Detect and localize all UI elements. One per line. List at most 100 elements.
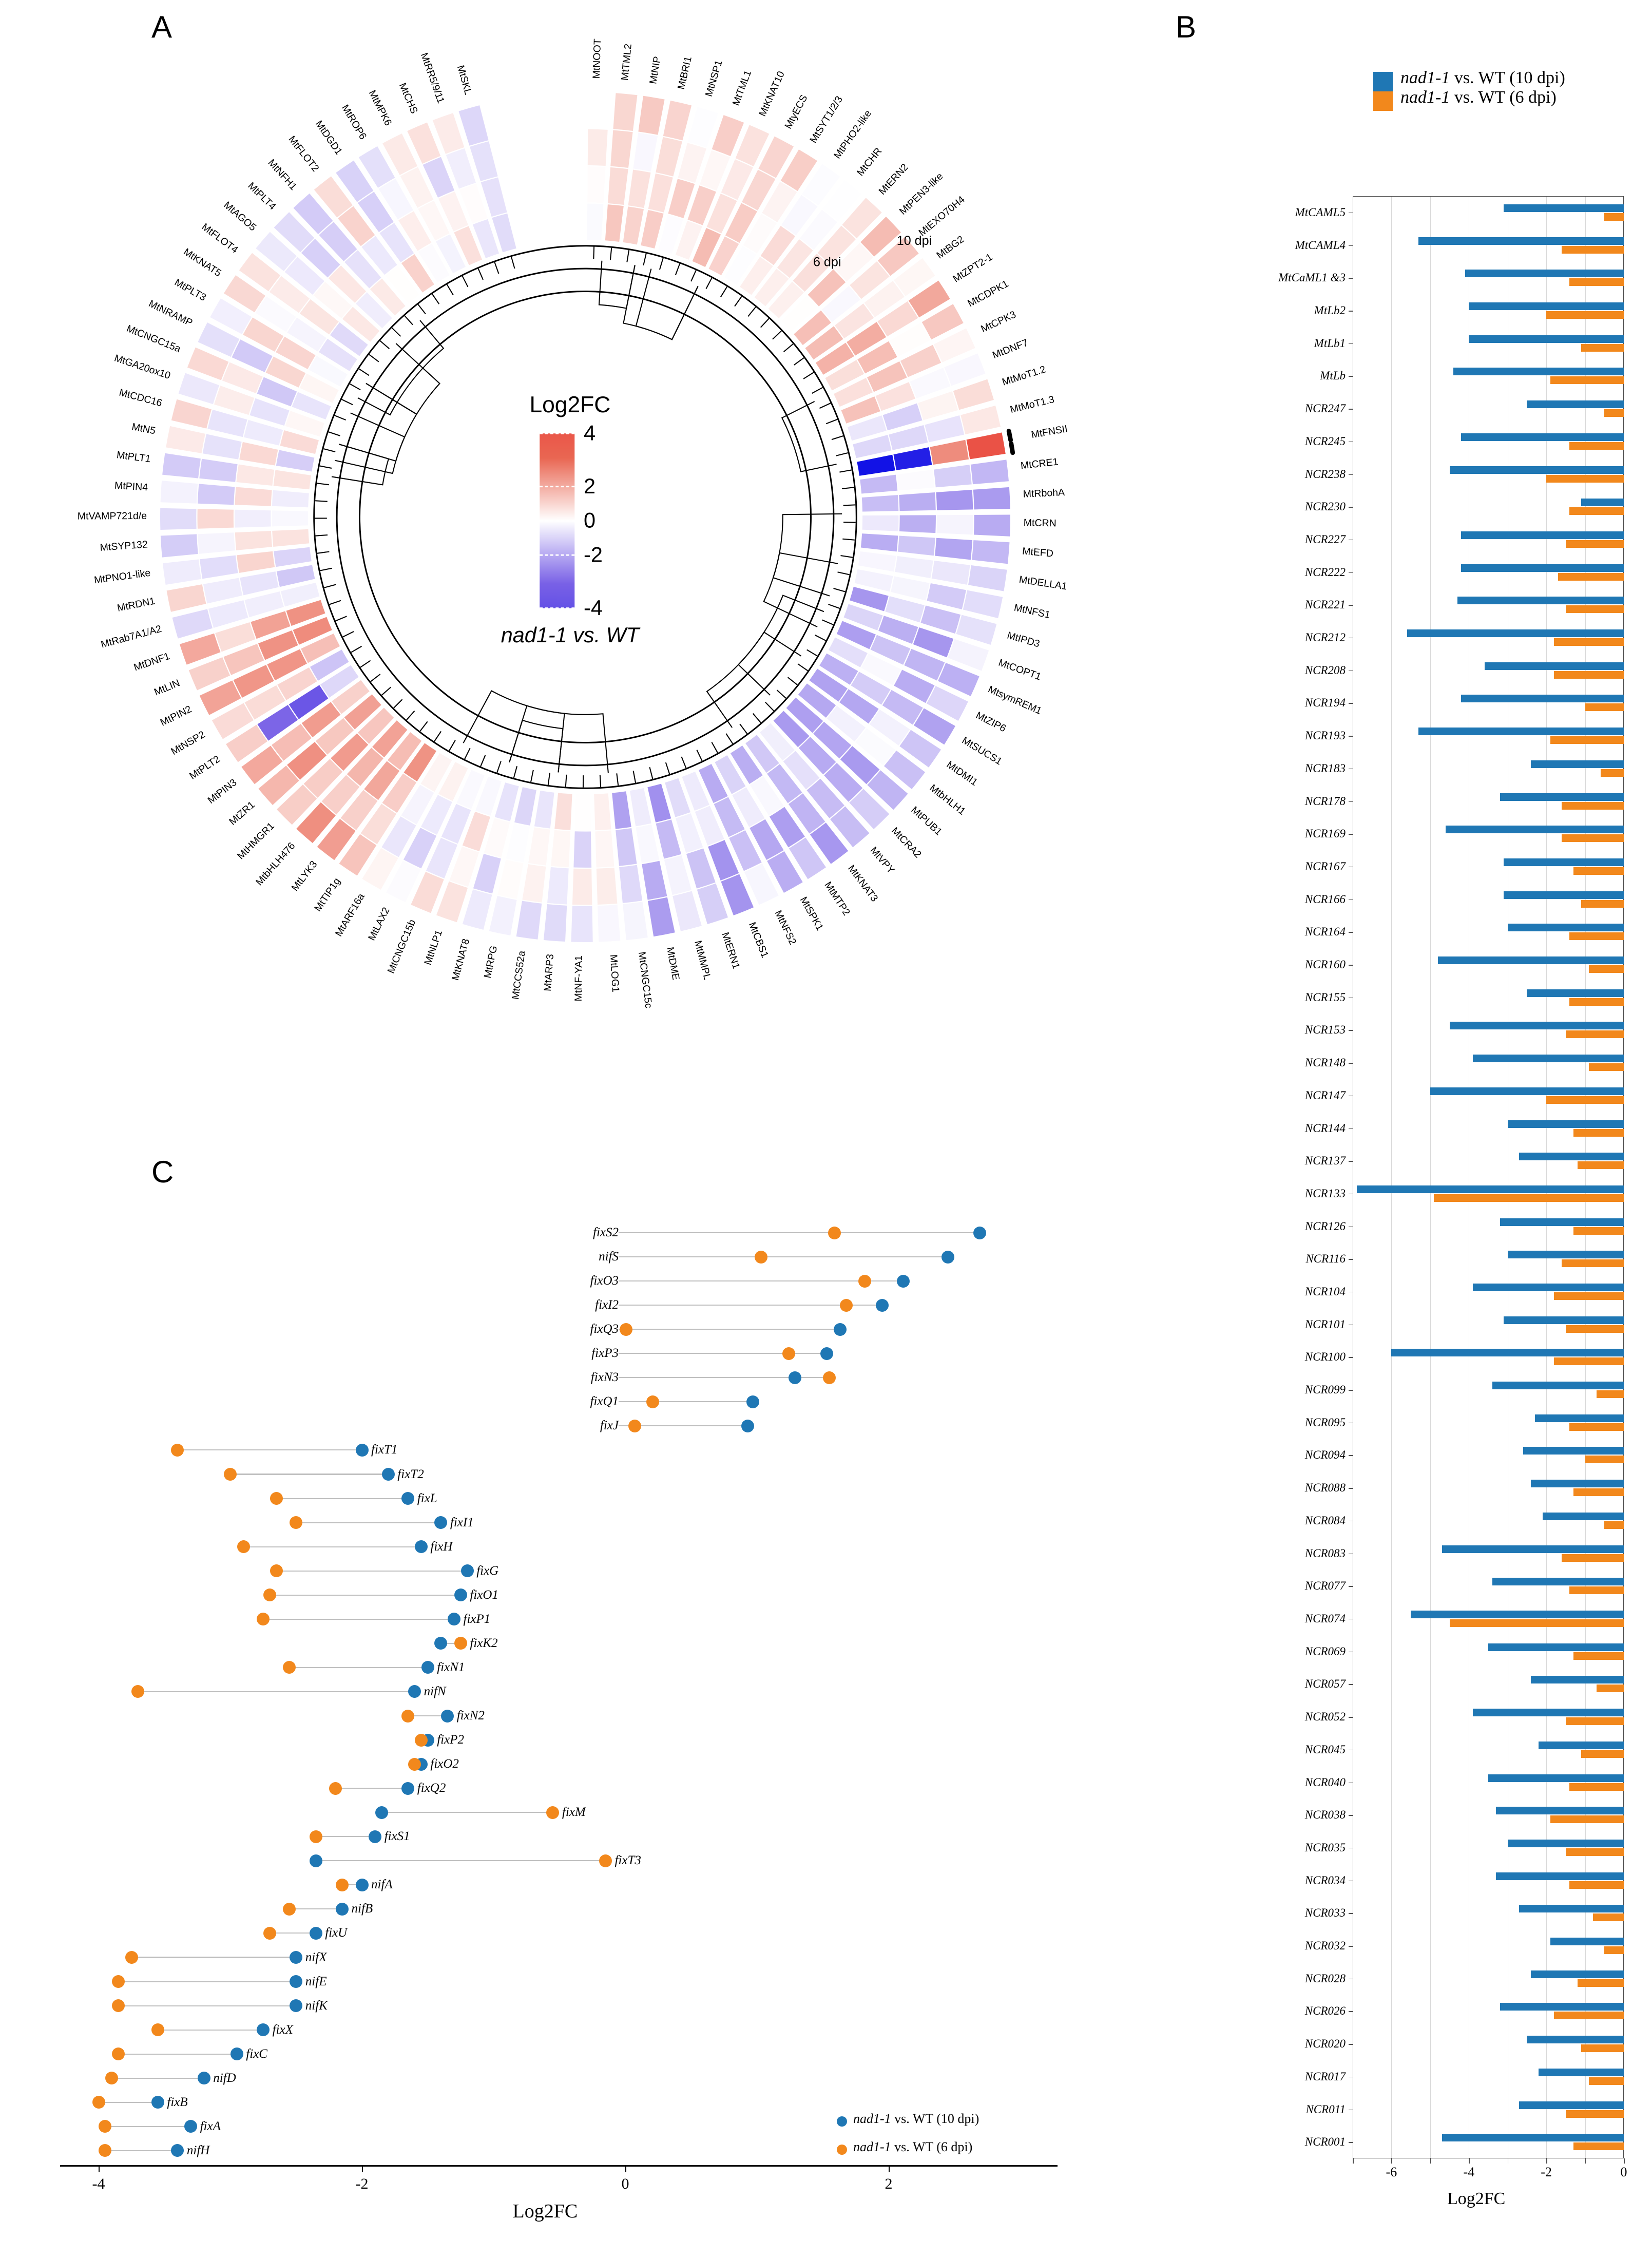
svg-text:MtARF16a: MtARF16a (333, 891, 367, 939)
svg-text:MtRbohA: MtRbohA (1023, 487, 1065, 500)
svg-text:MtMoT1.2: MtMoT1.2 (1001, 363, 1047, 388)
svg-text:-4: -4 (584, 596, 603, 620)
svg-text:MtMoT1.3: MtMoT1.3 (1009, 394, 1055, 415)
svg-text:MtPLT2: MtPLT2 (187, 753, 222, 781)
svg-text:MtEXO70H4: MtEXO70H4 (916, 194, 967, 239)
svg-text:MtRR5/9/11: MtRR5/9/11 (418, 51, 447, 105)
svg-text:MtZR1: MtZR1 (227, 799, 257, 828)
svg-text:MtNLP1: MtNLP1 (422, 929, 445, 967)
svg-text:nad1-1 vs. WT: nad1-1 vs. WT (501, 623, 641, 647)
svg-text:MtKNAT8: MtKNAT8 (450, 937, 472, 982)
svg-text:Log2FC: Log2FC (529, 392, 610, 417)
svg-text:MtRab7A1/A2: MtRab7A1/A2 (100, 623, 163, 650)
svg-text:MtNF-YA1: MtNF-YA1 (573, 955, 585, 1002)
svg-text:MtDNF1: MtDNF1 (132, 650, 171, 673)
svg-text:MtKNAT5: MtKNAT5 (181, 246, 223, 279)
svg-text:MtCNGC15a: MtCNGC15a (125, 323, 182, 355)
svg-text:MtSPK1: MtSPK1 (798, 895, 825, 932)
svg-text:MtLAX2: MtLAX2 (366, 906, 392, 943)
svg-text:MtRPG: MtRPG (482, 945, 500, 979)
svg-text:MtNOOT: MtNOOT (591, 39, 604, 79)
svg-text:MtNFH1: MtNFH1 (266, 157, 299, 193)
svg-text:MtPLT3: MtPLT3 (172, 277, 208, 303)
svg-text:MtAGO5: MtAGO5 (221, 199, 258, 233)
svg-text:MtCNGC15b: MtCNGC15b (386, 918, 418, 975)
svg-text:MtEFD: MtEFD (1022, 546, 1053, 560)
svg-text:MtPIN4: MtPIN4 (114, 480, 148, 493)
svg-text:MtMTP2: MtMTP2 (822, 879, 852, 917)
svg-text:MtsymREM1: MtsymREM1 (986, 684, 1043, 717)
svg-text:MtCOPT1: MtCOPT1 (997, 657, 1043, 683)
svg-text:MtFNSII: MtFNSII (1030, 423, 1068, 441)
svg-text:2: 2 (584, 474, 596, 498)
svg-text:MtLIN: MtLIN (152, 677, 182, 698)
svg-text:MtZPT2-1: MtZPT2-1 (951, 252, 994, 285)
svg-text:MtDGD1: MtDGD1 (313, 119, 344, 157)
svg-text:MtNRAMP: MtNRAMP (147, 298, 195, 329)
svg-text:MtCRE1: MtCRE1 (1020, 456, 1059, 471)
svg-text:MtCNGC15c: MtCNGC15c (636, 951, 654, 1009)
svg-text:MtERN2: MtERN2 (877, 162, 911, 197)
svg-text:4: 4 (584, 421, 596, 445)
svg-text:MtSYT1/2/3: MtSYT1/2/3 (808, 94, 845, 145)
svg-text:MtNSP2: MtNSP2 (169, 729, 207, 757)
svg-text:6 dpi: 6 dpi (813, 255, 841, 270)
svg-text:MtPUB1: MtPUB1 (909, 805, 944, 838)
svg-text:MtPHO2-like: MtPHO2-like (832, 108, 874, 161)
svg-text:MtLYK3: MtLYK3 (290, 859, 320, 893)
svg-text:MtTML2: MtTML2 (619, 43, 634, 81)
svg-text:MtPEN3-like: MtPEN3-like (897, 170, 946, 217)
svg-text:MtIPD3: MtIPD3 (1006, 629, 1041, 649)
svg-text:MtFLOT2: MtFLOT2 (286, 134, 321, 174)
svg-text:MtMPK6: MtMPK6 (367, 88, 394, 128)
svg-text:MtCRA2: MtCRA2 (889, 825, 924, 860)
svg-text:MtyECS: MtyECS (783, 93, 810, 131)
svg-text:MtCHS: MtCHS (397, 81, 420, 115)
svg-text:MtSYP132: MtSYP132 (100, 539, 148, 553)
svg-text:MtHMGR1: MtHMGR1 (235, 820, 277, 862)
svg-text:MtTIP1g: MtTIP1g (312, 876, 342, 913)
svg-text:MtROP6: MtROP6 (339, 103, 369, 142)
svg-text:MtRDN1: MtRDN1 (116, 596, 156, 614)
svg-text:MtPIN2: MtPIN2 (159, 703, 194, 729)
svg-text:MtNSP1: MtNSP1 (703, 59, 725, 98)
svg-text:MtERN1: MtERN1 (719, 931, 742, 970)
svg-text:MtDMI1: MtDMI1 (945, 759, 980, 788)
svg-text:MtSUCS1: MtSUCS1 (960, 735, 1004, 767)
svg-text:MtNFS1: MtNFS1 (1013, 602, 1051, 621)
svg-text:MtPNO1-like: MtPNO1-like (93, 567, 151, 586)
svg-text:MtVAMP721d/e: MtVAMP721d/e (78, 510, 147, 522)
svg-text:MtFLOT4: MtFLOT4 (200, 221, 240, 256)
svg-text:MtbHLH1: MtbHLH1 (927, 782, 967, 817)
svg-text:MtNIP: MtNIP (647, 55, 663, 85)
svg-text:MtPIN3: MtPIN3 (205, 777, 239, 806)
svg-text:MtPLT1: MtPLT1 (116, 449, 151, 465)
svg-text:MtCBS1: MtCBS1 (746, 921, 771, 960)
svg-text:0: 0 (584, 508, 596, 532)
svg-text:MtSKL: MtSKL (455, 64, 474, 96)
svg-text:MtBRI1: MtBRI1 (676, 55, 694, 90)
svg-text:MtbHLH476: MtbHLH476 (254, 840, 297, 888)
svg-text:MtNFS2: MtNFS2 (772, 909, 798, 947)
svg-text:MtKNAT10: MtKNAT10 (757, 69, 787, 118)
svg-text:MtDELLA1: MtDELLA1 (1019, 574, 1068, 592)
svg-text:MtZIP6: MtZIP6 (974, 710, 1008, 734)
svg-text:MtLOG1: MtLOG1 (608, 954, 621, 992)
svg-text:MtGA20ox10: MtGA20ox10 (113, 352, 172, 381)
svg-text:MtKNAT3: MtKNAT3 (846, 863, 880, 904)
svg-text:MtN5: MtN5 (131, 421, 157, 436)
svg-text:MtCDPK1: MtCDPK1 (966, 278, 1010, 310)
svg-text:MtTML1: MtTML1 (731, 69, 754, 107)
svg-text:MtCCS52a: MtCCS52a (510, 950, 528, 1000)
svg-text:MtDNF7: MtDNF7 (991, 337, 1030, 361)
svg-text:MtMMPL: MtMMPL (692, 940, 713, 981)
svg-text:MtDME: MtDME (664, 946, 682, 981)
svg-text:MtPLT4: MtPLT4 (245, 180, 278, 213)
svg-text:MtBG2: MtBG2 (934, 234, 966, 261)
svg-text:MtCRN: MtCRN (1024, 517, 1056, 529)
svg-text:-2: -2 (584, 542, 603, 566)
svg-text:MtCPK3: MtCPK3 (979, 309, 1017, 335)
svg-text:MtCHR: MtCHR (855, 146, 884, 179)
svg-text:MtCDC16: MtCDC16 (118, 387, 163, 409)
svg-text:MtVPY: MtVPY (868, 845, 897, 875)
